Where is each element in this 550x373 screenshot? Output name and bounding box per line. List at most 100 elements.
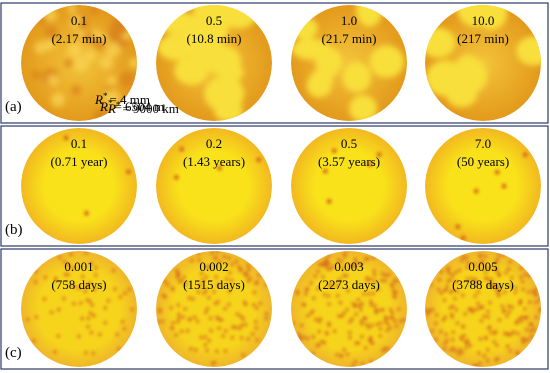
spot <box>457 268 462 272</box>
physical-time: (21.7 min) <box>322 31 377 46</box>
spot <box>256 157 262 163</box>
spot <box>447 271 452 276</box>
spot <box>177 279 182 284</box>
spot <box>379 278 384 283</box>
spot <box>162 279 167 284</box>
spot <box>354 260 358 265</box>
blob <box>106 28 118 41</box>
spot <box>518 316 522 321</box>
spot <box>501 253 506 257</box>
spot <box>49 310 54 315</box>
dimensionless-time: 0.1 <box>71 136 87 151</box>
spot <box>216 317 221 322</box>
spot <box>390 282 394 287</box>
spot <box>455 321 460 325</box>
spot <box>477 265 481 270</box>
spot <box>353 257 358 262</box>
spot <box>86 324 90 329</box>
frame <box>21 128 137 244</box>
cell <box>214 98 243 121</box>
spot <box>88 280 92 285</box>
pattern <box>425 253 541 367</box>
pattern <box>26 251 134 355</box>
physical-time: (2.17 min) <box>52 31 107 46</box>
dimensionless-time: 10.0 <box>472 13 495 28</box>
spot <box>322 261 327 265</box>
spot <box>451 273 455 278</box>
spot <box>325 331 329 336</box>
spot <box>295 291 300 295</box>
spot <box>179 329 184 334</box>
spot <box>519 275 523 280</box>
spot <box>113 287 117 291</box>
spot <box>205 264 209 269</box>
dimensionless-time: 0.1 <box>71 13 87 28</box>
blob <box>91 29 102 40</box>
spot <box>539 307 541 311</box>
spot <box>195 319 200 324</box>
spot <box>239 314 243 319</box>
spot <box>305 336 310 341</box>
spot <box>373 279 378 283</box>
spot <box>449 277 453 282</box>
cell <box>218 62 244 83</box>
frame <box>156 251 272 367</box>
spot <box>473 294 478 298</box>
spot <box>62 296 66 301</box>
spot <box>216 251 220 254</box>
spot <box>223 349 228 353</box>
spot <box>204 288 208 293</box>
spot <box>183 282 188 286</box>
spot <box>336 258 341 262</box>
spot <box>316 286 320 291</box>
spot <box>327 302 331 306</box>
spot <box>115 332 120 337</box>
spot <box>351 301 356 306</box>
spot <box>175 273 180 278</box>
spot <box>207 295 211 300</box>
spot <box>490 284 495 288</box>
spot <box>252 290 257 295</box>
blob <box>34 41 47 54</box>
dimensionless-time: 0.5 <box>341 136 357 151</box>
spot <box>32 339 36 343</box>
spot <box>302 303 307 307</box>
spot <box>525 327 529 332</box>
spot <box>239 323 244 328</box>
spot <box>388 307 393 312</box>
spot <box>254 281 258 286</box>
spot <box>434 321 438 326</box>
disk <box>291 128 407 244</box>
spot <box>216 299 220 304</box>
spot <box>354 312 358 317</box>
spot <box>348 335 352 340</box>
spot <box>492 340 496 344</box>
spot <box>311 309 315 313</box>
spot <box>211 361 215 366</box>
spot <box>217 326 221 331</box>
dimensionless-time: 0.001 <box>64 259 93 274</box>
spot <box>453 296 457 301</box>
spot <box>461 324 466 329</box>
spot <box>356 298 361 302</box>
spot <box>446 279 451 283</box>
cell <box>356 5 383 27</box>
spot <box>486 309 490 314</box>
cell <box>425 27 456 58</box>
spot <box>372 269 376 273</box>
spot <box>514 321 519 325</box>
spot <box>369 277 374 282</box>
blob <box>77 20 88 31</box>
spot <box>120 319 125 324</box>
spot <box>190 258 194 263</box>
spot <box>53 277 58 282</box>
spot <box>486 277 490 281</box>
spot <box>246 337 251 341</box>
spot <box>358 303 362 308</box>
spot <box>371 255 376 260</box>
panel-label: (b) <box>5 222 23 238</box>
scale-symbol: R <box>107 101 116 116</box>
spot <box>181 315 186 319</box>
blob <box>71 85 82 96</box>
spot <box>442 298 447 303</box>
